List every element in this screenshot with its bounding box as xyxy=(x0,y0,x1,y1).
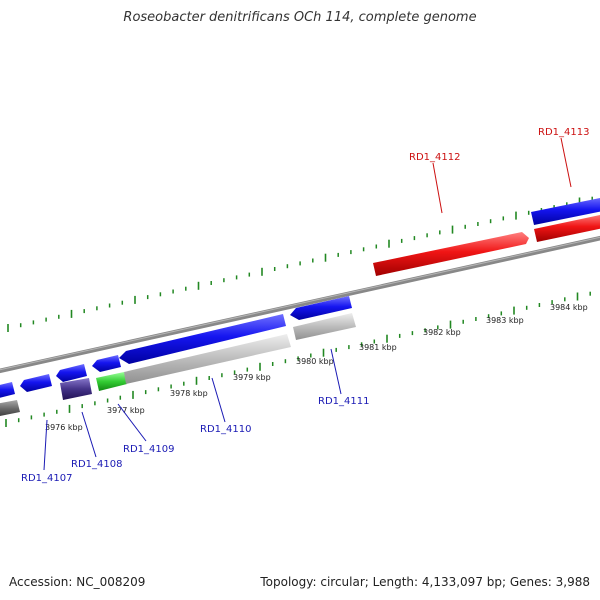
scale-label-3982: 3982 kbp xyxy=(423,328,461,337)
gene-label-rd1-4109[interactable]: RD1_4109 xyxy=(123,444,174,455)
gene-callout-lines xyxy=(43,137,572,471)
scale-label-3980: 3980 kbp xyxy=(296,357,334,366)
genome-stats: Topology: circular; Length: 4,133,097 bp… xyxy=(260,575,590,589)
gene-rd1-4107-b[interactable] xyxy=(20,374,52,392)
scale-ticks-lower xyxy=(5,291,591,427)
scale-label-3979: 3979 kbp xyxy=(233,373,271,382)
gene-rd1-4113[interactable] xyxy=(534,214,600,242)
gene-rd1-4106[interactable] xyxy=(0,400,20,417)
callout-line-rd1-4109 xyxy=(117,403,147,442)
accession-label: Accession: NC_008209 xyxy=(9,575,146,589)
scale-label-3981: 3981 kbp xyxy=(359,343,397,352)
gene-rd1-4111-fwd[interactable] xyxy=(290,296,352,320)
gene-rd1-4108-fwd[interactable] xyxy=(56,364,87,382)
gene-label-rd1-4107[interactable]: RD1_4107 xyxy=(21,473,72,484)
scale-label-3983: 3983 kbp xyxy=(486,316,524,325)
gene-rd1-4107-a[interactable] xyxy=(0,382,15,399)
map-title: Roseobacter denitrificans OCh 114, compl… xyxy=(123,10,477,25)
gene-rd1-4109-fwd[interactable] xyxy=(92,355,121,372)
reverse-strand-genes xyxy=(0,214,600,417)
scale-label-3978: 3978 kbp xyxy=(170,389,208,398)
scale-label-3984: 3984 kbp xyxy=(550,303,588,312)
gene-rd1-4112[interactable] xyxy=(373,232,529,276)
callout-line-rd1-4107 xyxy=(43,419,48,471)
gene-rd1-4110[interactable] xyxy=(124,334,291,384)
gene-rd1-4111[interactable] xyxy=(293,313,356,340)
scale-label-3976: 3976 kbp xyxy=(45,423,83,432)
callout-line-rd1-4110 xyxy=(211,377,226,423)
callout-line-rd1-4112 xyxy=(432,162,443,214)
gene-label-rd1-4112[interactable]: RD1_4112 xyxy=(409,152,460,163)
gene-rd1-4109[interactable] xyxy=(96,372,127,391)
genome-backbone-highlight xyxy=(0,236,600,371)
gene-rd1-4110-fwd[interactable] xyxy=(119,314,286,364)
callout-line-rd1-4111 xyxy=(330,348,342,395)
callout-line-rd1-4113 xyxy=(560,137,572,188)
genome-backbone xyxy=(0,235,600,374)
scale-label-3977: 3977 kbp xyxy=(107,406,145,415)
gene-label-rd1-4110[interactable]: RD1_4110 xyxy=(200,424,251,435)
gene-label-rd1-4111[interactable]: RD1_4111 xyxy=(318,396,369,407)
gene-label-rd1-4113[interactable]: RD1_4113 xyxy=(538,127,589,138)
gene-label-rd1-4108[interactable]: RD1_4108 xyxy=(71,459,122,470)
gene-rd1-4113-fwd[interactable] xyxy=(531,197,600,225)
gene-rd1-4108[interactable] xyxy=(60,378,92,400)
scale-ticks-upper xyxy=(7,196,593,332)
callout-line-rd1-4108 xyxy=(81,411,97,458)
forward-strand-genes xyxy=(0,197,600,399)
gene-labels: RD1_4107 RD1_4108 RD1_4109 RD1_4110 RD1_… xyxy=(21,127,589,484)
scale-labels: 3976 kbp 3977 kbp 3978 kbp 3979 kbp 3980… xyxy=(45,303,588,432)
